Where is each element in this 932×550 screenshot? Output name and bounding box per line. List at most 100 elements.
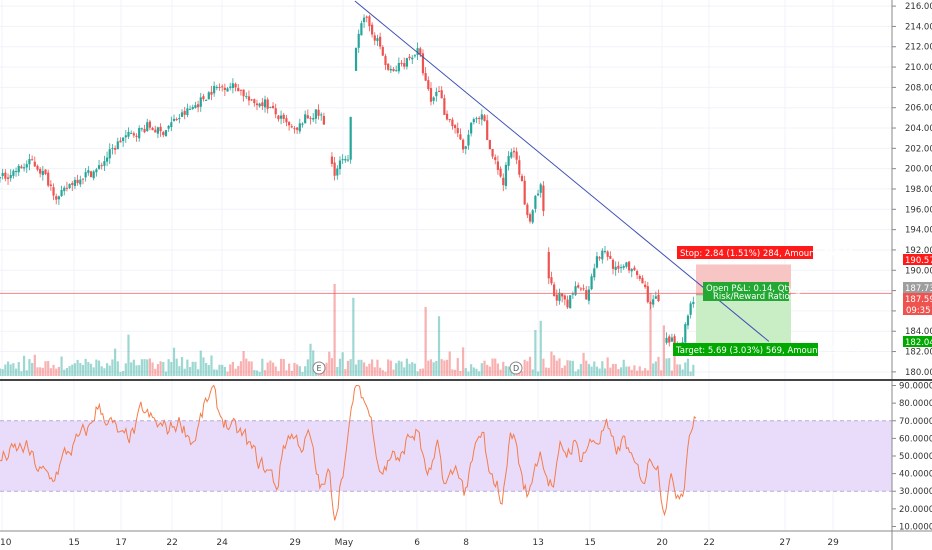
price-tick-label: 184.00 bbox=[905, 327, 932, 337]
candle-body bbox=[432, 97, 435, 101]
volume-bar bbox=[143, 359, 146, 376]
candle-body bbox=[400, 62, 403, 64]
candle-body bbox=[298, 123, 301, 132]
candle-body bbox=[322, 115, 326, 125]
event-marker-d[interactable]: D bbox=[509, 361, 523, 375]
rsi-axis[interactable]: 90.0000 80.0000 70.0000 60.0000 50.0000 40.00… bbox=[892, 382, 932, 533]
volume-bar bbox=[499, 369, 502, 376]
stop-label[interactable]: Stop: 2.84 (1.51%) 284, Amount: 750.08 bbox=[677, 246, 853, 259]
volume-bar bbox=[405, 358, 408, 376]
candle-body bbox=[17, 165, 20, 173]
volume-bar bbox=[229, 364, 232, 376]
volume-bar bbox=[124, 363, 127, 376]
volume-bar bbox=[670, 370, 674, 376]
volume-bar bbox=[451, 369, 454, 376]
volume-bar bbox=[31, 362, 34, 376]
event-marker-e[interactable]: E bbox=[312, 361, 326, 375]
trendline[interactable] bbox=[354, 0, 770, 342]
candle-body bbox=[4, 172, 7, 179]
candle-body bbox=[504, 164, 508, 186]
volume-bar bbox=[277, 371, 280, 376]
candle-body bbox=[587, 289, 591, 301]
volume-bar bbox=[175, 358, 178, 376]
candle-body bbox=[140, 128, 143, 130]
candle-body bbox=[119, 140, 122, 143]
candle-body bbox=[132, 133, 135, 136]
candle-body bbox=[338, 160, 342, 170]
time-tick-label: 29 bbox=[289, 538, 301, 548]
candle-body bbox=[459, 134, 462, 140]
candle-body bbox=[261, 102, 264, 107]
candle-body bbox=[448, 119, 451, 121]
volume-bar bbox=[360, 359, 363, 376]
candle-body bbox=[156, 127, 160, 134]
candle-body bbox=[36, 165, 39, 170]
candle-body bbox=[424, 73, 427, 81]
volume-bar bbox=[336, 366, 339, 376]
countdown-tag-bg bbox=[903, 304, 932, 315]
volume-bar bbox=[100, 366, 103, 376]
volume-bar bbox=[17, 362, 20, 376]
candle-body bbox=[606, 251, 609, 257]
candle-body bbox=[362, 17, 366, 23]
candle-body bbox=[437, 91, 441, 93]
target-label[interactable]: Target: 5.69 (3.03%) 569, Amount: 1500.7… bbox=[673, 343, 862, 356]
candle-body bbox=[202, 96, 205, 100]
candle-body bbox=[365, 16, 368, 18]
candle-body bbox=[194, 105, 197, 108]
volume-bar bbox=[28, 359, 31, 376]
volume-bar bbox=[55, 368, 58, 376]
candle-body bbox=[657, 294, 660, 301]
volume-bar bbox=[207, 365, 210, 376]
volume-bar bbox=[231, 361, 234, 376]
candle-body bbox=[453, 125, 457, 129]
volume-bar bbox=[689, 371, 692, 376]
candle-body bbox=[510, 152, 513, 158]
volume-bar bbox=[376, 359, 379, 376]
candle-body bbox=[464, 146, 467, 149]
entry-price-tag-bg bbox=[903, 293, 932, 304]
target-price-tag-text: 182.04 bbox=[905, 338, 932, 348]
rsi-tick-label: 80.0000 bbox=[899, 399, 932, 409]
candle-body bbox=[103, 161, 106, 166]
volume-bar bbox=[392, 369, 395, 376]
volume-bar bbox=[630, 369, 633, 376]
volume-bar bbox=[413, 363, 417, 376]
candle-body bbox=[296, 127, 299, 130]
volume-bar bbox=[357, 359, 360, 376]
volume-bar bbox=[625, 366, 628, 376]
pnl-label[interactable]: Open P&L: 0.14, Qty: 88 Risk/Reward Rati… bbox=[703, 282, 809, 302]
candle-body bbox=[566, 299, 569, 308]
volume-bar bbox=[221, 364, 224, 376]
candles bbox=[0, 14, 695, 352]
volume-bar bbox=[574, 371, 577, 376]
candle-body bbox=[440, 90, 443, 99]
volume-bar bbox=[395, 363, 398, 376]
target-label-bg bbox=[673, 343, 818, 356]
volume-bar bbox=[223, 366, 226, 376]
volume-bar bbox=[328, 351, 331, 376]
volume-bar bbox=[384, 371, 387, 376]
volume-bar bbox=[298, 366, 301, 376]
price-axis[interactable]: 216.00 214.00 212.00 210.00 208.00 206.00 204.… bbox=[892, 2, 932, 378]
candle-body bbox=[478, 117, 481, 119]
volume-bar bbox=[20, 371, 23, 376]
candle-body bbox=[405, 58, 408, 67]
time-axis[interactable]: 10 15 17 22 24 29 May 6 8 13 15 20 22 27 29 bbox=[0, 538, 839, 548]
candle-body bbox=[108, 149, 111, 159]
time-tick-label: 6 bbox=[414, 538, 420, 548]
candle-body bbox=[609, 255, 612, 259]
volume-bar bbox=[370, 359, 374, 376]
candle-body bbox=[368, 16, 371, 27]
price-tick-label: 192.00 bbox=[905, 246, 932, 256]
candle-body bbox=[71, 183, 74, 185]
candle-body bbox=[336, 168, 339, 176]
candle-body bbox=[387, 63, 390, 70]
candle-body bbox=[159, 126, 162, 132]
candle-body bbox=[673, 336, 676, 348]
volume-bar bbox=[411, 362, 414, 376]
volume-bar bbox=[36, 367, 39, 376]
volume-bar bbox=[312, 350, 315, 376]
volume-bar bbox=[274, 366, 277, 376]
